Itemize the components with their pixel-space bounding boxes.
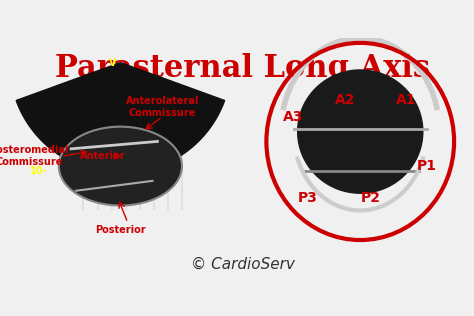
Text: P2: P2 xyxy=(361,191,381,205)
Text: A2: A2 xyxy=(336,93,356,106)
Polygon shape xyxy=(298,70,423,193)
Polygon shape xyxy=(16,63,225,173)
Text: © CardioServ: © CardioServ xyxy=(191,257,295,271)
Text: Anterior: Anterior xyxy=(80,151,126,161)
Text: Posterior: Posterior xyxy=(95,225,146,235)
Text: Anterolateral
Commissure: Anterolateral Commissure xyxy=(126,96,199,118)
Text: P3: P3 xyxy=(298,191,318,205)
Text: A3: A3 xyxy=(283,110,304,124)
Ellipse shape xyxy=(59,127,182,205)
Text: V: V xyxy=(109,58,117,68)
Text: Parasternal Long Axis: Parasternal Long Axis xyxy=(55,52,430,83)
Text: 10-: 10- xyxy=(30,166,48,176)
Text: P1: P1 xyxy=(417,159,437,173)
Text: Posteromedial
Commissure: Posteromedial Commissure xyxy=(0,145,69,167)
Text: A1: A1 xyxy=(396,93,416,106)
